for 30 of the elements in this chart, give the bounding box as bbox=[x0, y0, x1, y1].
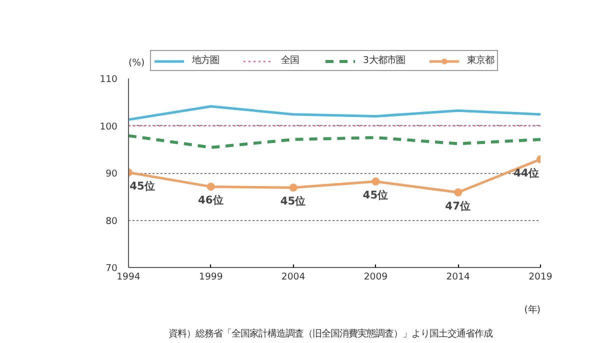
point bbox=[372, 178, 380, 186]
x-tick-label: 1994 bbox=[116, 272, 140, 282]
legend-label: 東京都 bbox=[466, 54, 494, 67]
x-tick-label: 2009 bbox=[364, 272, 388, 282]
annotation: 47位 bbox=[445, 199, 472, 212]
y-axis-title: (%) bbox=[128, 58, 145, 68]
legend-label: 全国 bbox=[281, 54, 300, 67]
annotation: 44位 bbox=[514, 166, 540, 180]
x-tick-label: 2019 bbox=[528, 272, 552, 282]
y-tick-label: 90 bbox=[106, 168, 118, 180]
legend-label: 地方圏 bbox=[192, 54, 219, 67]
legend-label: 3大都市圏 bbox=[363, 54, 405, 67]
point bbox=[454, 188, 462, 196]
x-tick-label: 2014 bbox=[446, 272, 470, 282]
point bbox=[289, 184, 298, 192]
x-tick-label: 2004 bbox=[281, 272, 306, 282]
point bbox=[206, 182, 215, 191]
x-tick-label: 1999 bbox=[199, 272, 223, 282]
annotation: 45位 bbox=[280, 194, 306, 208]
y-tick-label: 80 bbox=[106, 216, 118, 227]
annotation: 45位 bbox=[362, 188, 389, 202]
y-tick-label: 70 bbox=[106, 263, 118, 274]
y-tick-label: 110 bbox=[100, 74, 118, 85]
line-series bbox=[128, 105, 540, 121]
x-axis-title: (年) bbox=[524, 304, 541, 316]
text: 資料）総務省「全国家計構造調査（旧全国消費実態調査）」より国土交通省作成 bbox=[168, 328, 492, 340]
line-series bbox=[128, 134, 540, 149]
annotation: 46位 bbox=[198, 194, 224, 207]
y-tick-label: 100 bbox=[100, 121, 118, 132]
annotation: 45位 bbox=[130, 180, 156, 193]
